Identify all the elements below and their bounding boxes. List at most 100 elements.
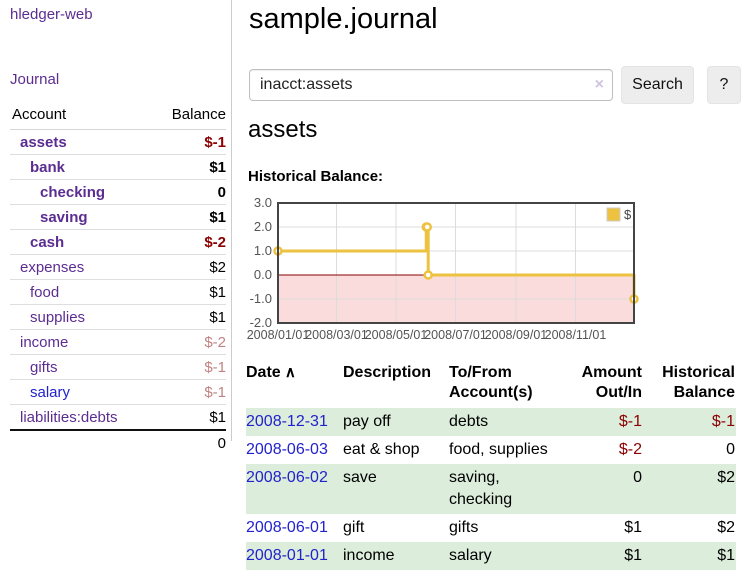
account-balance: $-2	[151, 229, 226, 255]
register-header: Date ∧ Description To/From Account(s) Amount…	[246, 360, 736, 408]
account-link-expenses[interactable]: expenses	[20, 259, 85, 276]
register-body: 2008-12-31 pay off debts $-1 $-1 2008-06-03 ea…	[246, 408, 736, 570]
account-heading: assets	[248, 116, 318, 143]
svg-text:2008/01/01: 2008/01/01	[247, 328, 310, 342]
account-link-cash[interactable]: cash	[30, 234, 65, 251]
search-button[interactable]: Search	[621, 66, 694, 104]
account-link-food[interactable]: food	[30, 284, 60, 301]
svg-text:3.0: 3.0	[254, 198, 272, 210]
register-column-header: Historical Balance	[662, 364, 735, 401]
transaction-date-link[interactable]: 2008-06-02	[246, 469, 328, 486]
transaction-balance: $2	[717, 469, 735, 486]
account-balance: $1	[151, 304, 226, 330]
transaction-date-link[interactable]: 2008-12-31	[246, 413, 328, 430]
account-link-income[interactable]: income	[20, 334, 69, 351]
register-column-header: To/From Account(s)	[449, 364, 533, 401]
account-row: expenses $2	[10, 254, 226, 280]
total-spacer	[10, 429, 152, 455]
svg-text:2008/11/01: 2008/11/01	[545, 328, 607, 342]
account-balance: $-1	[151, 129, 226, 155]
chart-legend: $	[606, 207, 632, 222]
transaction-date-link[interactable]: 2008-06-01	[246, 519, 328, 536]
account-row: food $1	[10, 279, 226, 305]
accounts-header-account: Account	[10, 102, 152, 130]
legend-label: $	[624, 207, 632, 222]
account-link-saving[interactable]: saving	[40, 209, 88, 226]
account-name-cell: gifts	[10, 354, 152, 380]
search-form: × Search ?	[249, 66, 741, 104]
search-input[interactable]	[249, 69, 613, 101]
sort-ascending-icon: ∧	[280, 364, 296, 381]
page-title: sample.journal	[249, 3, 438, 35]
account-name-cell: salary	[10, 379, 152, 405]
transaction-amount: $1	[624, 519, 642, 536]
account-name-cell: expenses	[10, 254, 152, 280]
transaction-date-cell: 2008-12-31	[246, 408, 343, 436]
account-name-cell: supplies	[10, 304, 152, 330]
clear-search-icon[interactable]: ×	[594, 76, 604, 93]
account-balance: $2	[151, 254, 226, 280]
sidebar-item-journal[interactable]: Journal	[10, 71, 60, 88]
transaction-accounts: food, supplies	[449, 441, 548, 458]
register-column-header: Description	[343, 364, 432, 381]
register-column-header[interactable]: Date ∧	[246, 364, 296, 381]
brand-link[interactable]: hledger-web	[10, 6, 93, 23]
account-row: income $-2	[10, 329, 226, 355]
account-row: bank $1	[10, 154, 226, 180]
transaction-balance: 0	[726, 441, 735, 458]
transaction-description: pay off	[343, 413, 391, 430]
account-row: supplies $1	[10, 304, 226, 330]
transaction-amount: $-2	[618, 441, 642, 458]
help-button[interactable]: ?	[707, 66, 741, 104]
transaction-date-link[interactable]: 2008-06-03	[246, 441, 328, 458]
accounts-table-body: assets $-1 bank $1 checking 0 saving $1 cash $-2 e…	[10, 129, 226, 455]
account-name-cell: food	[10, 279, 152, 305]
account-name-cell: income	[10, 329, 152, 355]
account-link-liabilities-debts[interactable]: liabilities:debts	[20, 409, 118, 426]
account-name-cell: cash	[10, 229, 152, 255]
account-link-gifts[interactable]: gifts	[30, 359, 58, 376]
svg-text:2008/03/01: 2008/03/01	[305, 328, 368, 342]
account-name-cell: bank	[10, 154, 152, 180]
account-balance: $1	[151, 154, 226, 180]
svg-text:2008/05/01: 2008/05/01	[365, 328, 428, 342]
account-link-checking[interactable]: checking	[40, 184, 106, 201]
account-row: checking 0	[10, 179, 226, 205]
transaction-date-cell: 2008-06-03	[246, 436, 343, 464]
transaction-row: 2008-06-03 eat & shop food, supplies $-2 0	[246, 436, 736, 464]
account-link-bank[interactable]: bank	[30, 159, 66, 176]
account-balance: $-1	[151, 379, 226, 405]
svg-text:2008/09/01: 2008/09/01	[485, 328, 548, 342]
account-link-salary[interactable]: salary	[30, 384, 71, 401]
accounts-header-balance: Balance	[151, 102, 226, 130]
transaction-date-cell: 2008-06-02	[246, 464, 343, 514]
transaction-row: 2008-06-01 gift gifts $1 $2	[246, 514, 736, 542]
account-row: gifts $-1	[10, 354, 226, 380]
sidebar: hledger-web Journal Account Balance asse…	[0, 0, 232, 455]
svg-text:1.0: 1.0	[254, 243, 272, 258]
search-box: ×	[249, 69, 613, 101]
transaction-row: 2008-06-02 save saving, checking 0 $2	[246, 464, 736, 514]
transaction-description: eat & shop	[343, 441, 420, 458]
account-balance: 0	[151, 179, 226, 205]
register-header-row: Date ∧ Description To/From Account(s) Amount…	[246, 360, 736, 408]
account-name-cell: saving	[10, 204, 152, 230]
data-point-marker	[422, 222, 432, 232]
accounts-header-row: Account Balance	[10, 102, 226, 130]
account-row: cash $-2	[10, 229, 226, 255]
transaction-amount: 0	[633, 469, 642, 486]
account-name-cell: liabilities:debts	[10, 404, 152, 431]
account-link-assets[interactable]: assets	[20, 134, 67, 151]
transaction-accounts: debts	[449, 413, 489, 430]
transaction-balance: $1	[717, 547, 735, 564]
transaction-balance: $2	[717, 519, 735, 536]
historical-balance-chart: 3.0 2.0 1.0 0.0 -1.0 -2.02008/01/012008/03/01…	[247, 198, 639, 342]
transaction-date-link[interactable]: 2008-01-01	[246, 547, 328, 564]
svg-text:-2.0: -2.0	[250, 315, 272, 330]
account-link-supplies[interactable]: supplies	[30, 309, 86, 326]
transaction-accounts: saving, checking	[449, 469, 513, 508]
account-balance: $-1	[151, 354, 226, 380]
transaction-description: income	[343, 547, 395, 564]
account-row: salary $-1	[10, 379, 226, 405]
transaction-row: 2008-01-01 income salary $1 $1	[246, 542, 736, 570]
